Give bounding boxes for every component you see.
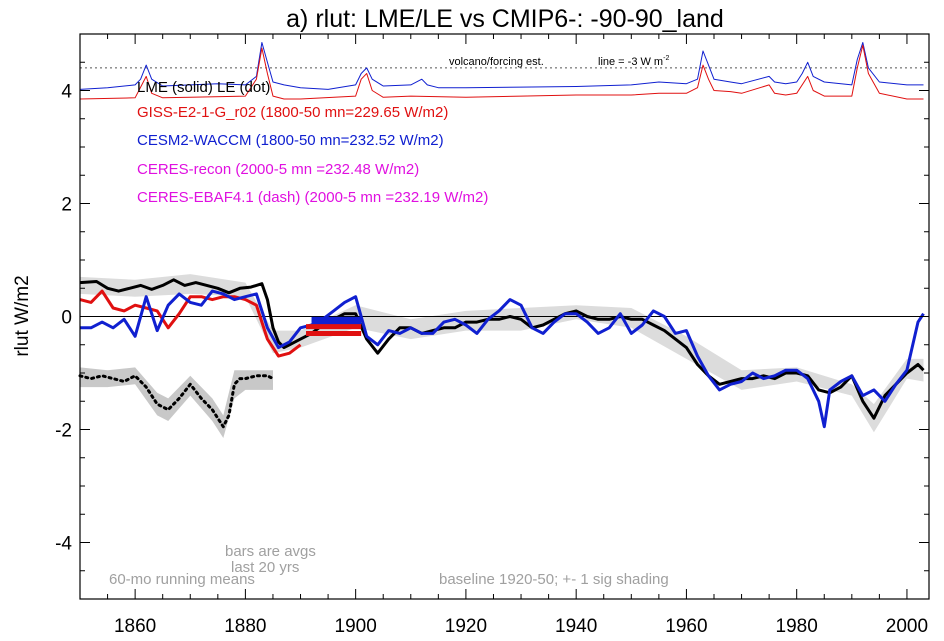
- annotation-running-means: 60-mo running means: [109, 571, 255, 588]
- bars-layer: [306, 316, 362, 336]
- annotation-volcano-line-sup: -2: [663, 55, 669, 62]
- shading-layer: [80, 274, 924, 438]
- y-axis-label: rlut W/m2: [12, 275, 33, 356]
- series-line-4: [79, 42, 924, 90]
- legend-entry-cesm2: CESM2-WACCM (1800-50 mn=232.52 W/m2): [137, 132, 444, 149]
- y-tick-label: -4: [55, 534, 72, 555]
- series-line-3: [80, 289, 925, 429]
- legend-entry-giss: GISS-E2-1-G_r02 (1800-50 mn=229.65 W/m2): [137, 104, 448, 121]
- series-line-5: [79, 44, 924, 100]
- x-tick-label: 2000: [886, 616, 928, 637]
- series-line-2: [79, 289, 302, 358]
- axis-ticks: 1860 1880 1900 1920 1940 1960 1980 2000 -4 -2 0 2 4: [55, 33, 929, 637]
- annotation-bars-2: last 20 yrs: [231, 559, 299, 576]
- y-tick-label: 0: [61, 308, 72, 329]
- shading-band-0: [80, 274, 924, 433]
- legend-entry-ceres-recon: CERES-recon (2000-5 mn =232.48 W/m2): [137, 161, 419, 178]
- y-tick-label: 2: [61, 195, 72, 216]
- legend: LME (solid) LE (dot) GISS-E2-1-G_r02 (18…: [137, 79, 488, 206]
- annotation-volcano-line: line = -3 W m-2: [598, 55, 669, 68]
- x-tick-label: 1860: [114, 616, 156, 637]
- annotation-baseline: baseline 1920-50; +- 1 sig shading: [439, 571, 669, 588]
- x-tick-label: 1940: [555, 616, 597, 637]
- x-tick-label: 1920: [445, 616, 487, 637]
- series-line-0: [79, 278, 925, 420]
- series-line-1: [78, 374, 275, 429]
- y-tick-label: -2: [55, 421, 72, 442]
- legend-entry-ceres-ebaf: CERES-EBAF4.1 (dash) (2000-5 mn =232.19 …: [137, 189, 488, 206]
- shading-band-1: [80, 367, 273, 438]
- legend-entry-lme-le: LME (solid) LE (dot): [137, 79, 270, 96]
- x-tick-label: 1980: [776, 616, 818, 637]
- annotation-volcano-line-main: line = -3 W m: [598, 56, 663, 68]
- annotation-bars: bars are avgs: [225, 543, 316, 560]
- annotation-volcano: volcano/forcing est.: [449, 56, 544, 68]
- y-tick-label: 4: [61, 82, 72, 103]
- series-layer: [78, 42, 925, 429]
- x-tick-label: 1960: [665, 616, 707, 637]
- x-tick-label: 1900: [335, 616, 377, 637]
- x-tick-label: 1880: [224, 616, 266, 637]
- chart-title: a) rlut: LME/LE vs CMIP6-: -90-90_land: [286, 5, 724, 33]
